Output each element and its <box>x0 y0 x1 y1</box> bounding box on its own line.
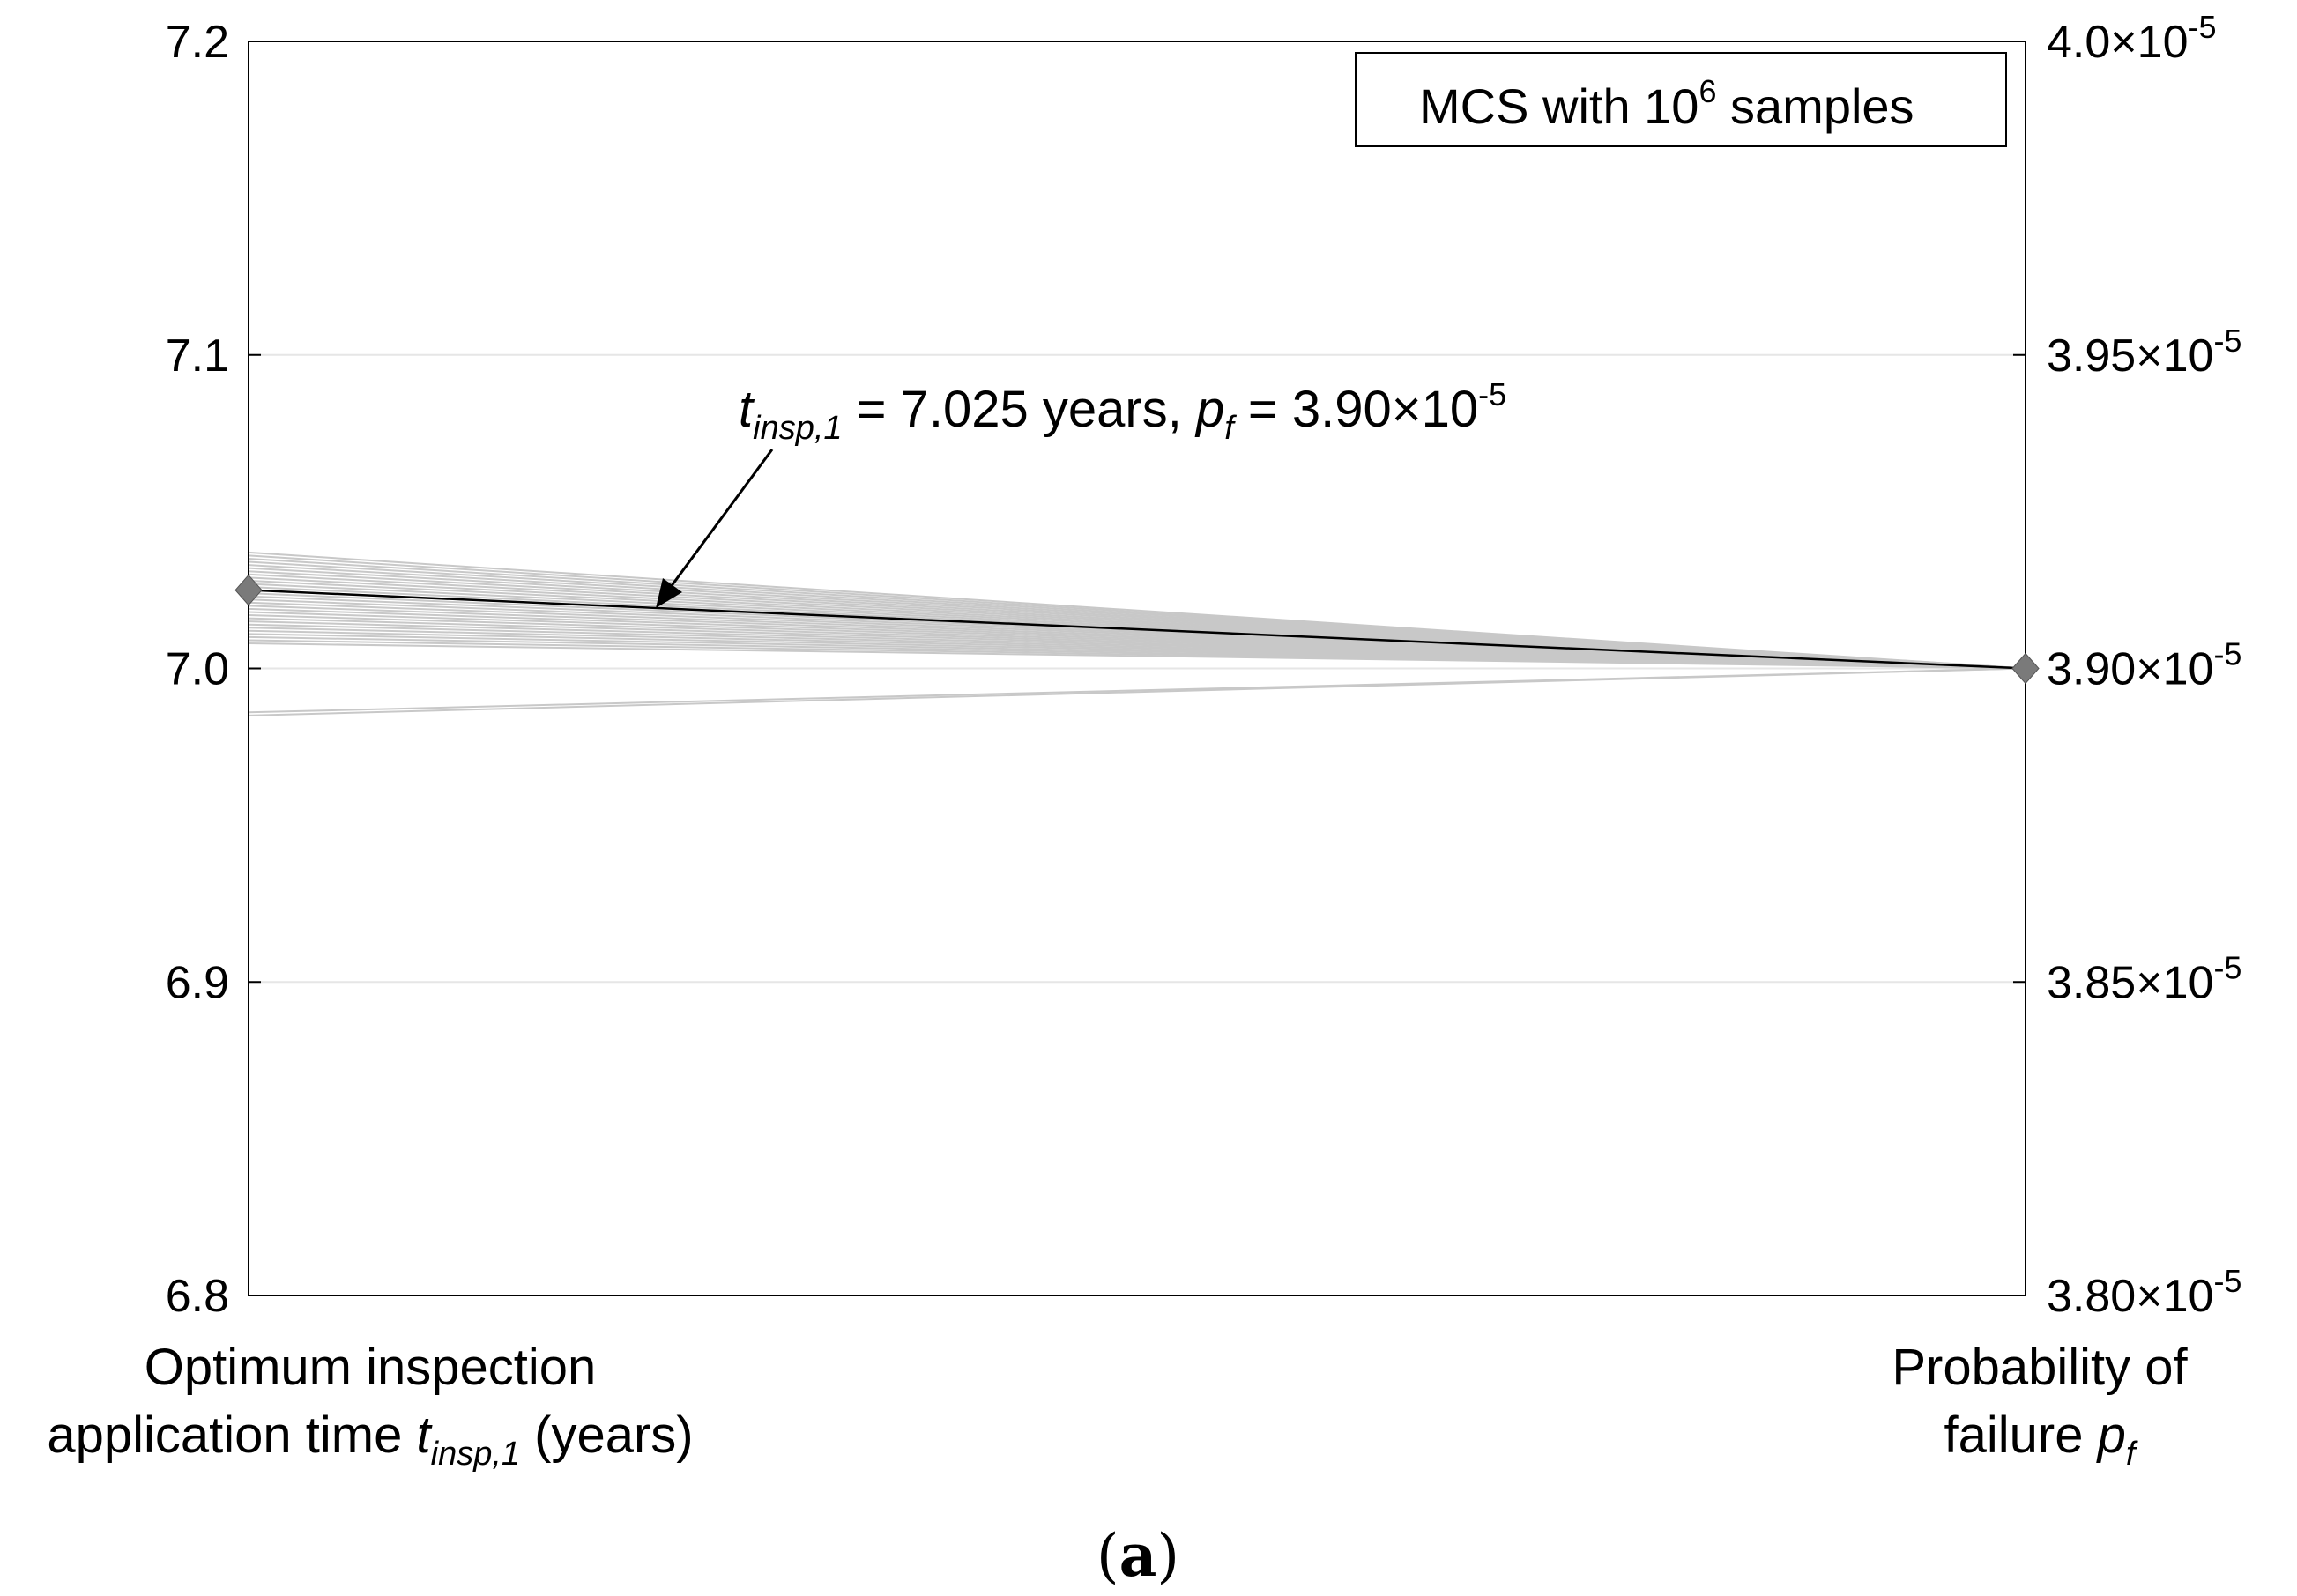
gridlines <box>249 41 2026 1296</box>
left-axis-ticks: 6.8 6.9 7.0 7.1 7.2 <box>166 17 261 1322</box>
left-axis-title-line2: application time tinsp,1 (years) <box>47 1407 693 1473</box>
sample-lines <box>248 551 2026 716</box>
left-tick-label: 7.1 <box>166 330 229 382</box>
left-tick-label: 7.0 <box>166 644 229 695</box>
legend-label: MCS with 106 samples <box>1419 73 1914 134</box>
right-tick-label: 4.0×10-5 <box>2047 9 2217 68</box>
figure-caption: (a) <box>1096 1521 1179 1590</box>
sample-line <box>248 667 2026 716</box>
optimum-annotation: tinsp,1 = 7.025 years, pf = 3.90×10-5 <box>656 376 1506 608</box>
left-axis-title: Optimum inspection application time tins… <box>47 1339 693 1473</box>
optimum-line <box>248 589 2026 670</box>
sample-line <box>248 642 2026 670</box>
right-tick-label: 3.90×10-5 <box>2047 636 2241 695</box>
left-tick-label: 7.2 <box>166 17 229 68</box>
left-axis-title-line1: Optimum inspection <box>145 1339 597 1396</box>
right-tick-label: 3.85×10-5 <box>2047 949 2241 1008</box>
optimum-marker-left <box>234 574 263 606</box>
right-tick-label: 3.95×10-5 <box>2047 323 2241 382</box>
right-axis-title: Probability of failure pf <box>1892 1339 2188 1473</box>
right-tick-label: 3.80×10-5 <box>2047 1263 2241 1322</box>
legend: MCS with 106 samples <box>1355 52 2007 147</box>
optimum-marker-right <box>2011 652 2040 685</box>
annotation-label: tinsp,1 = 7.025 years, pf = 3.90×10-5 <box>739 376 1506 447</box>
right-axis-title-line2: failure pf <box>1944 1407 2138 1473</box>
annotation-arrow-shaft <box>666 449 774 591</box>
left-tick-label: 6.8 <box>166 1271 229 1322</box>
left-tick-label: 6.9 <box>166 957 229 1008</box>
right-axis-ticks: 3.80×10-5 3.85×10-5 3.90×10-5 3.95×10-5 4.0×… <box>2013 9 2241 1322</box>
legend-box <box>1355 52 2007 147</box>
annotation-arrowhead <box>656 578 682 608</box>
right-axis-title-line1: Probability of <box>1892 1339 2188 1396</box>
